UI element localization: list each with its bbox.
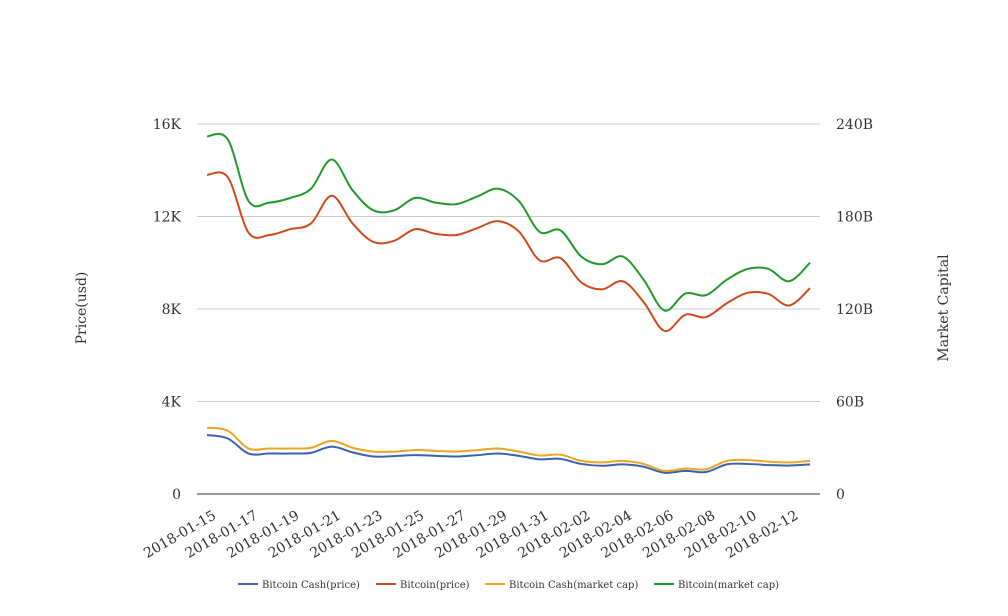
series-line-3 (206, 132, 811, 312)
y-axis-right-title: Market Capital (936, 254, 952, 362)
y-left-tick-label: 0 (172, 487, 181, 503)
series-line-2 (206, 426, 811, 473)
y-axis-left-title: Price(usd) (74, 272, 90, 345)
y-left-tick-label: 16K (153, 117, 182, 133)
y-right-tick-label: 0 (836, 487, 845, 503)
y-right-tick-label: 180B (836, 210, 873, 226)
legend-label: Bitcoin Cash(market cap) (509, 580, 638, 591)
legend-label: Bitcoin(market cap) (678, 580, 779, 591)
y-right-tick-label: 240B (836, 117, 873, 133)
x-axis: 2018-01-152018-01-172018-01-192018-01-21… (141, 508, 801, 562)
series-lines (206, 132, 811, 474)
y-left-tick-label: 8K (162, 302, 182, 318)
y-right-tick-label: 120B (836, 302, 873, 318)
y-left-tick-label: 12K (153, 210, 182, 226)
y-axis-left: 0 4K 8K 12K 16K (153, 117, 182, 503)
series-line-1 (206, 171, 811, 332)
legend: Bitcoin Cash(price) Bitcoin(price) Bitcoin… (238, 580, 779, 591)
legend-label: Bitcoin(price) (400, 580, 470, 591)
series-line-0 (206, 434, 811, 474)
y-left-tick-label: 4K (162, 395, 182, 411)
y-axis-right: 0 60B 120B 180B 240B (836, 117, 873, 503)
y-right-tick-label: 60B (836, 395, 864, 411)
grid-lines (197, 123, 820, 495)
legend-label: Bitcoin Cash(price) (262, 580, 360, 591)
